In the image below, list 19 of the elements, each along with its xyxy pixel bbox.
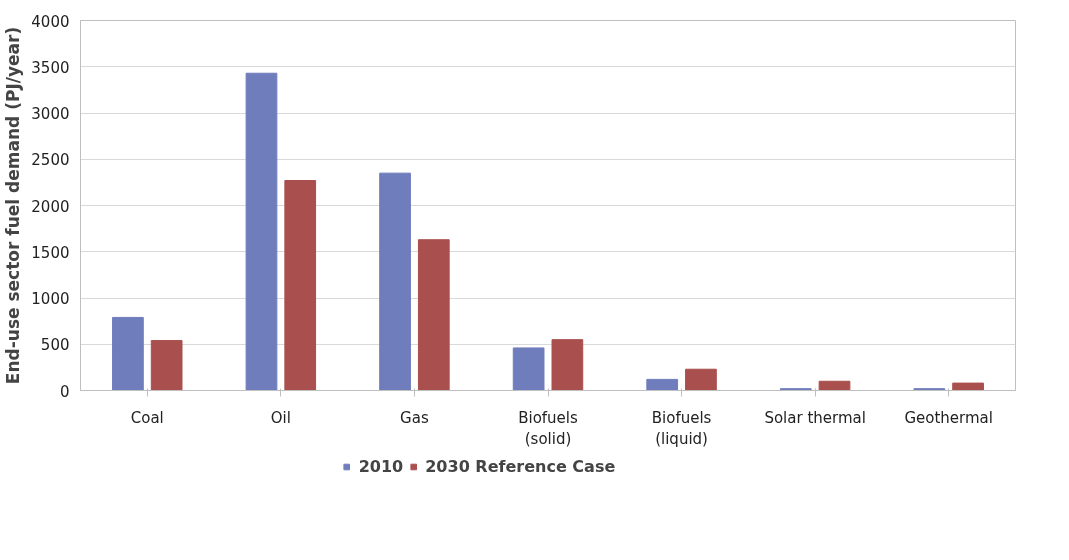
x-tick-label: Biofuels (liquid) [651,408,712,449]
y-tick-label: 3000 [31,105,70,123]
x-tick-label: Solar thermal [764,408,866,427]
y-tick-label: 2000 [31,197,70,216]
x-tick-label: Gas [400,408,429,427]
y-tick-label: 2500 [31,151,70,170]
y-tick-label: 1000 [31,290,70,308]
x-tick-label: Coal [130,408,164,427]
legend-label: 2010 [358,456,404,476]
y-tick-label: 0 [59,382,70,401]
y-axis-title: End-use sector fuel demand (PJ/year) [3,26,24,385]
y-tick-label: 4000 [31,12,70,31]
x-tick-label: Oil [270,408,291,427]
x-tick-label: Geothermal [904,408,993,427]
y-tick-label: 500 [40,336,70,355]
y-tick-label: 3500 [31,58,70,77]
x-tick-label: Biofuels (solid) [518,408,578,449]
y-tick-label: 1500 [31,243,70,262]
legend-label: 2030 Reference Case [425,456,616,476]
